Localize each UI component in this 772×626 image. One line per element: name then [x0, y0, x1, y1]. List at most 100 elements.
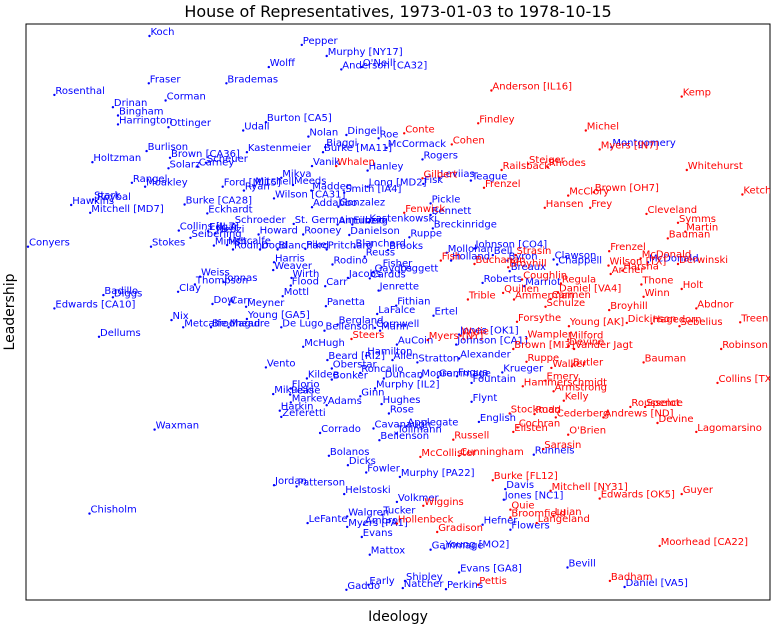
data-point: [177, 229, 180, 232]
data-point: [257, 233, 260, 236]
data-point-label: Tucker: [382, 506, 416, 517]
data-point: [391, 358, 394, 362]
data-point-label: Daniel [VA5]: [626, 578, 688, 589]
data-point-label: Treen: [740, 313, 768, 324]
data-point: [422, 182, 425, 186]
data-point-label: Meyner: [247, 298, 285, 309]
data-point: [421, 158, 424, 161]
data-point-label: Florio: [292, 380, 320, 391]
data-point: [212, 244, 216, 247]
data-point: [292, 222, 295, 226]
data-point-label: Markey: [292, 393, 328, 404]
data-point: [145, 149, 148, 153]
data-point-label: Daniel [VA4]: [559, 283, 621, 294]
data-point: [676, 221, 680, 224]
data-point-label: Mollohan: [448, 244, 493, 255]
data-point: [457, 357, 461, 360]
data-point-label: O'Brien: [569, 426, 606, 437]
data-point-label: Conyers: [29, 238, 70, 249]
data-point: [516, 426, 519, 429]
data-point: [739, 321, 742, 324]
data-point-label: Luian: [555, 507, 582, 518]
data-point: [343, 492, 346, 496]
data-point: [359, 395, 362, 398]
data-point-label: Madden: [312, 182, 352, 193]
data-point: [685, 168, 688, 172]
data-point-label: Allen: [394, 351, 419, 362]
data-point-label: Zeferetti: [282, 408, 325, 419]
data-point-label: Ketchum: [743, 186, 772, 197]
data-point-label: Jenrette: [379, 282, 419, 293]
data-point-label: Steers: [353, 330, 385, 341]
data-point: [449, 259, 453, 262]
data-point-label: Dodd: [261, 241, 288, 252]
data-point-label: Edgar: [209, 222, 239, 233]
data-point: [678, 325, 681, 328]
data-point-label: Moakley: [146, 178, 188, 189]
data-point-label: Oberstar: [333, 360, 378, 371]
data-point: [378, 329, 382, 332]
data-point-label: Fugua: [458, 367, 488, 378]
data-point-label: Rodino: [234, 241, 268, 252]
data-point: [640, 283, 643, 286]
data-point: [741, 193, 744, 196]
data-point-label: Wolff: [270, 58, 296, 69]
data-point: [491, 253, 494, 257]
data-point: [183, 203, 186, 206]
data-point-label: Coughlin: [523, 271, 567, 282]
data-point-label: Fisher: [383, 258, 414, 269]
data-point: [680, 95, 683, 98]
data-point-label: Rooney: [304, 226, 341, 237]
data-point-label: Reuss: [366, 248, 395, 259]
data-point: [621, 269, 624, 272]
data-point-label: Vanik: [313, 157, 340, 168]
data-point-label: Long [MD2]: [369, 178, 427, 189]
data-point: [360, 535, 363, 539]
data-point-label: Rudd: [536, 405, 562, 416]
data-point: [481, 281, 484, 285]
data-point-label: Eilberg: [353, 216, 388, 227]
data-point: [552, 514, 555, 517]
data-point-label: Wiggins: [424, 497, 463, 508]
data-point: [549, 489, 552, 492]
data-point: [426, 338, 429, 342]
data-point-label: Stratton: [418, 353, 459, 364]
data-point: [70, 203, 73, 207]
data-point: [592, 191, 595, 194]
data-point-label: Carr: [230, 296, 252, 307]
data-point: [276, 248, 279, 251]
data-point-label: Schulze: [547, 298, 586, 309]
x-axis-label: Ideology: [368, 609, 428, 625]
data-point: [452, 438, 455, 441]
data-point-label: Johnson [CA1]: [456, 336, 528, 347]
chart-title: House of Representatives, 1973-01-03 to …: [184, 2, 611, 21]
data-point-label: Myers [IN7]: [601, 140, 659, 151]
data-point-label: Fenwick: [405, 204, 445, 215]
data-point: [566, 566, 569, 569]
data-point-label: Young [AK]: [569, 317, 624, 328]
data-point-label: Collins [TX]: [719, 374, 772, 385]
data-point-label: Frey: [591, 199, 612, 210]
data-point: [377, 289, 380, 292]
data-point: [325, 248, 328, 251]
data-point-label: Collins [IL7]: [180, 222, 239, 233]
data-point: [346, 525, 349, 529]
data-point: [650, 322, 653, 325]
data-point-label: Mottl: [284, 287, 309, 298]
data-point-label: Holt: [683, 280, 703, 291]
data-point: [340, 68, 343, 71]
data-point: [336, 223, 339, 226]
data-point-label: Blanchard: [356, 238, 406, 249]
plot-area-frame: [25, 23, 771, 601]
data-point: [608, 250, 611, 253]
data-point-label: Hughes: [383, 395, 421, 406]
data-point-label: Moorhead [CA22]: [661, 537, 748, 548]
data-point: [324, 305, 328, 308]
data-point: [477, 583, 480, 586]
data-point: [509, 508, 512, 511]
data-point: [376, 312, 379, 316]
data-point-label: Dellums: [100, 328, 141, 339]
data-point-label: Winn: [645, 288, 670, 299]
data-point: [512, 430, 515, 434]
data-point-label: Blanchard: [279, 241, 329, 252]
